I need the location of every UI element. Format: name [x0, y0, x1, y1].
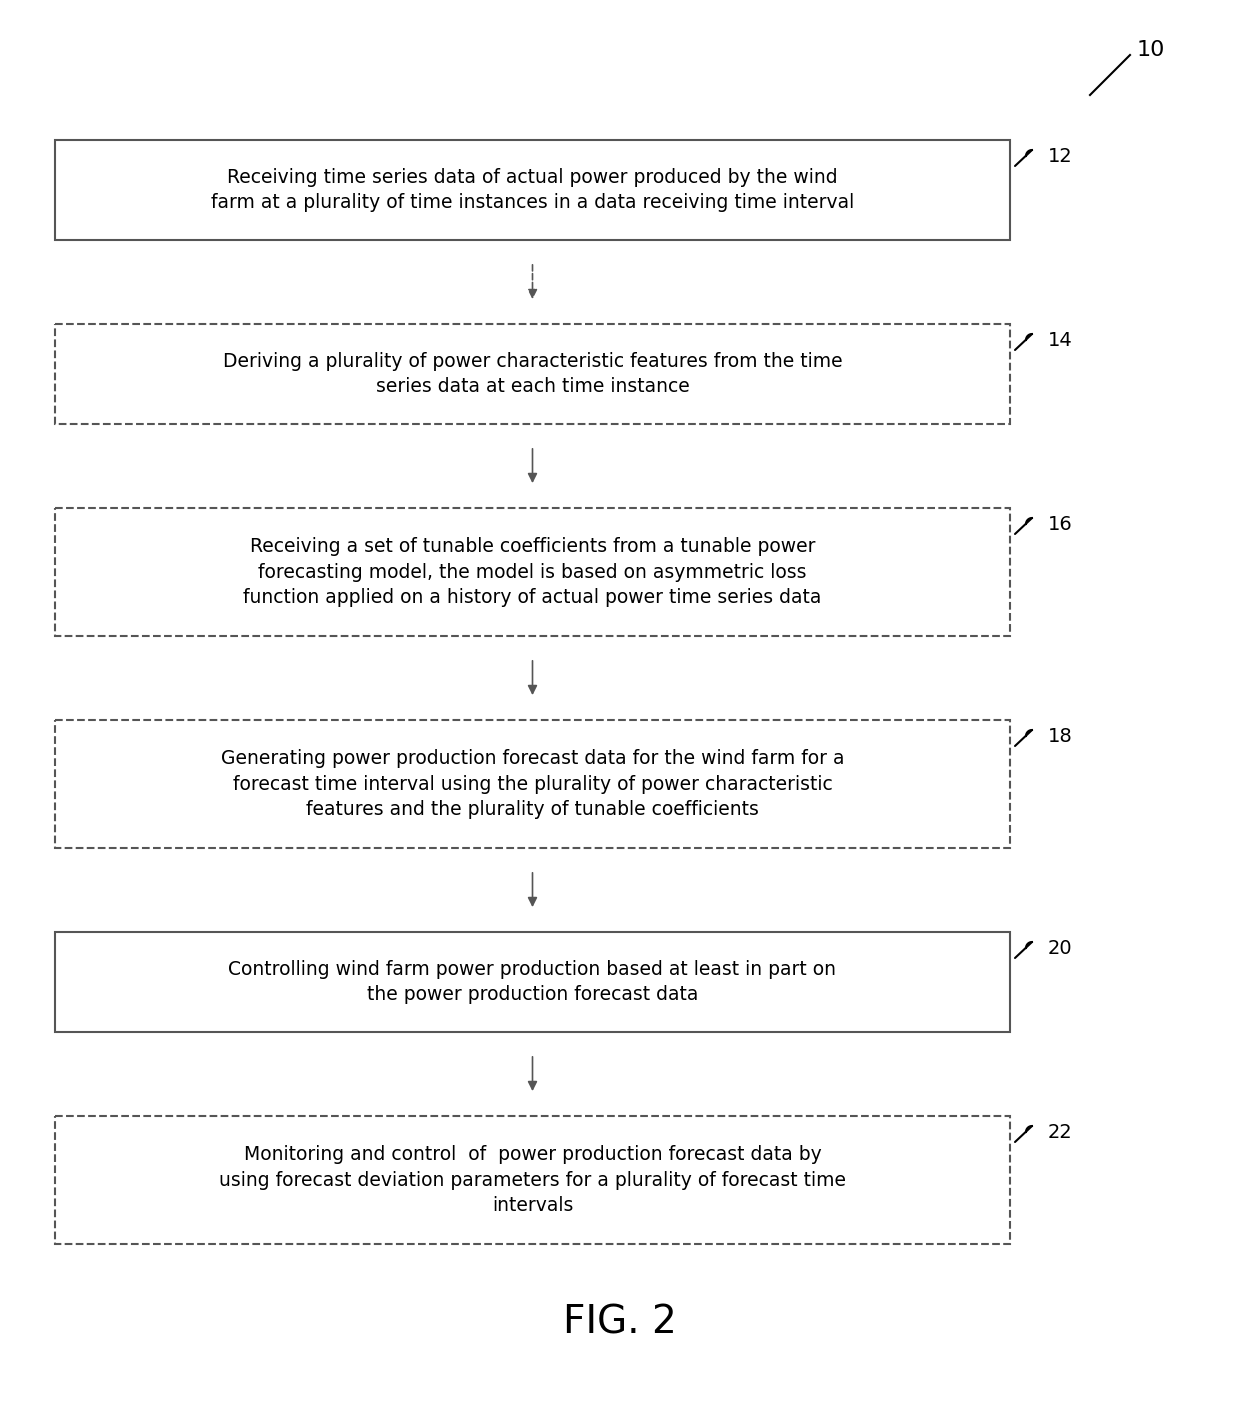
Text: 18: 18: [1048, 727, 1073, 745]
Text: Receiving a set of tunable coefficients from a tunable power
forecasting model, : Receiving a set of tunable coefficients …: [243, 537, 822, 607]
Text: 10: 10: [1137, 41, 1166, 60]
Text: Monitoring and control  of  power production forecast data by
using forecast dev: Monitoring and control of power producti…: [219, 1145, 846, 1215]
Bar: [55, 140, 1011, 240]
Text: 22: 22: [1048, 1122, 1073, 1142]
Text: Generating power production forecast data for the wind farm for a
forecast time : Generating power production forecast dat…: [221, 749, 844, 819]
Text: Deriving a plurality of power characteristic features from the time
series data : Deriving a plurality of power characteri…: [223, 352, 842, 397]
Bar: [55, 1115, 1011, 1244]
Text: 12: 12: [1048, 146, 1073, 166]
Text: FIG. 2: FIG. 2: [563, 1303, 677, 1343]
Text: Receiving time series data of actual power produced by the wind
farm at a plural: Receiving time series data of actual pow…: [211, 167, 854, 212]
Text: Controlling wind farm power production based at least in part on
the power produ: Controlling wind farm power production b…: [228, 960, 837, 1005]
Text: 16: 16: [1048, 515, 1073, 533]
Bar: [55, 324, 1011, 424]
Bar: [55, 932, 1011, 1033]
Bar: [55, 720, 1011, 847]
Bar: [55, 508, 1011, 636]
Text: 14: 14: [1048, 331, 1073, 349]
Text: 20: 20: [1048, 939, 1073, 957]
